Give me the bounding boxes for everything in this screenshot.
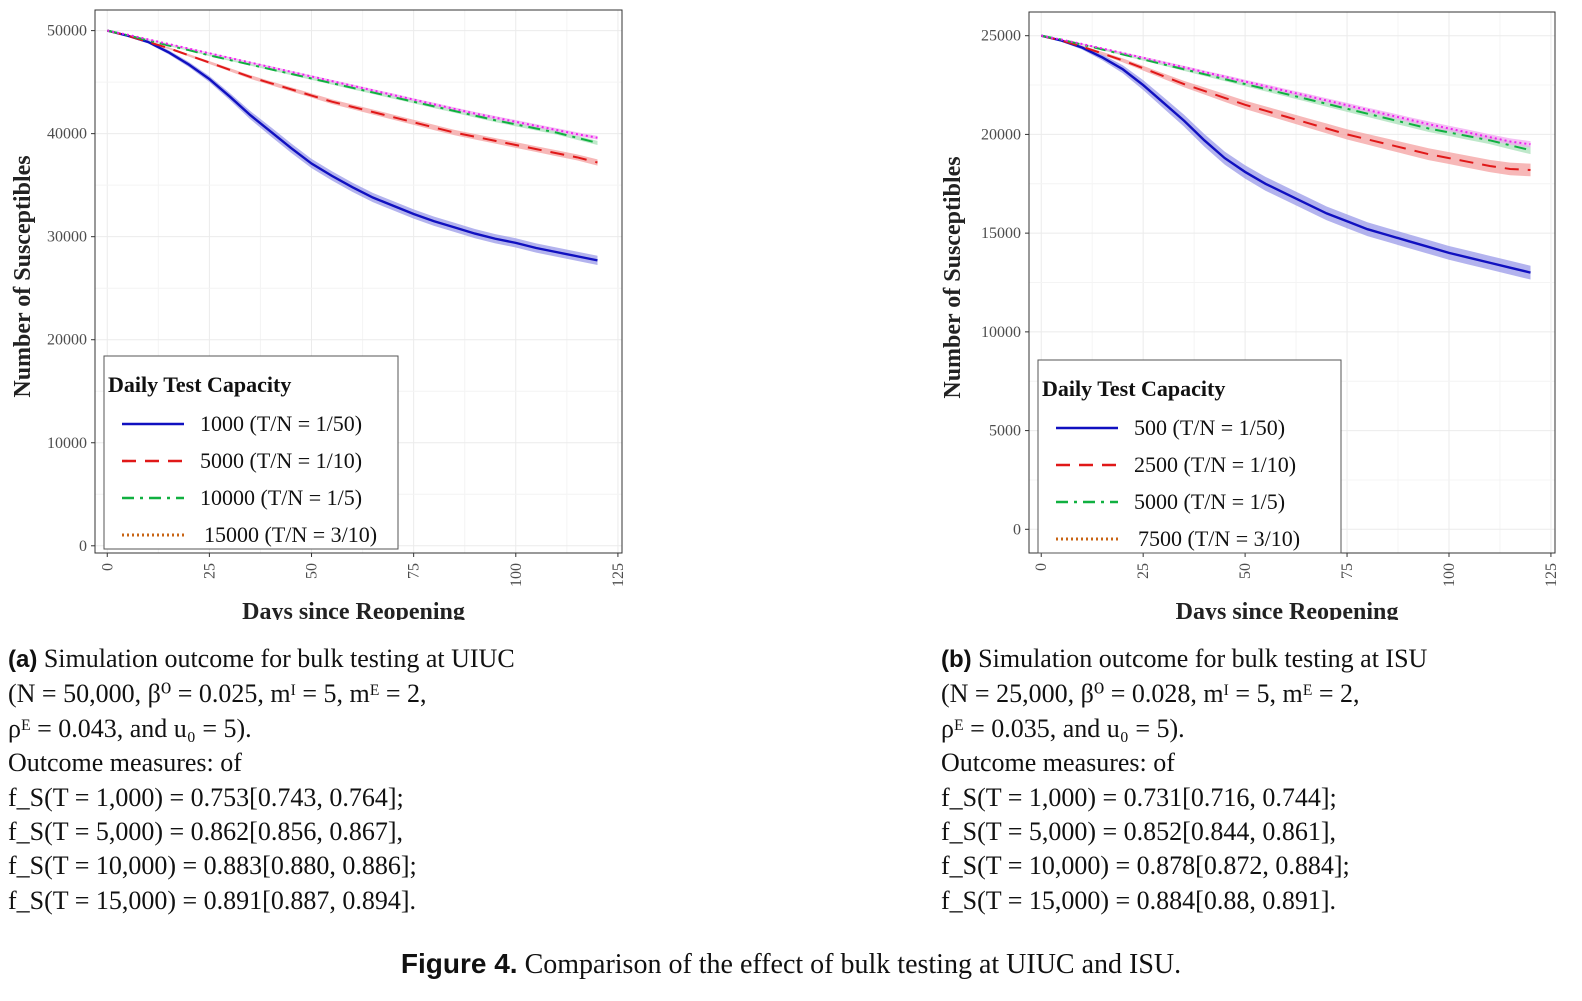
y-tick-label: 5000 (989, 423, 1021, 440)
x-tick-label: 0 (1033, 563, 1050, 571)
x-tick-label: 100 (508, 563, 525, 587)
caption-a-measure-4: f_S(T = 15,000) = 0.891[0.887, 0.894]. (8, 885, 416, 915)
caption-b-line3: ρᴱ = 0.035, and u₀ = 5). (941, 713, 1185, 743)
x-tick-label: 25 (201, 563, 218, 579)
legend-entry-3: 5000 (T/N = 1/5) (1134, 489, 1285, 514)
x-tick-label: 25 (1135, 563, 1152, 579)
figure-caption: Figure 4. Comparison of the effect of bu… (0, 948, 1582, 981)
plot-border (94, 9, 623, 554)
series-line-2 (107, 29, 598, 164)
x-axis-title: Days since Reopening (242, 599, 465, 620)
caption-b-line4: Outcome measures: of (941, 748, 1175, 778)
caption-a-line3: ρᴱ = 0.043, and u₀ = 5). (8, 713, 252, 743)
caption-b-measure-1: f_S(T = 1,000) = 0.731[0.716, 0.744]; (941, 782, 1337, 812)
series-line-1 (1040, 34, 1531, 274)
confidence-band-1 (1041, 35, 1531, 280)
legend-box (1037, 359, 1342, 554)
y-tick-label: 40000 (47, 126, 87, 143)
caption-a-measure-2: f_S(T = 5,000) = 0.862[0.856, 0.867], (8, 817, 403, 847)
caption-b-line1: Simulation outcome for bulk testing at I… (978, 644, 1428, 673)
caption-b-measure-3: f_S(T = 10,000) = 0.878[0.872, 0.884]; (941, 851, 1350, 881)
y-tick-label: 20000 (981, 126, 1021, 143)
caption-b-measure-2: f_S(T = 5,000) = 0.852[0.844, 0.861], (941, 817, 1336, 847)
legend: Daily Test Capacity 1000 (T/N = 1/50) 5000… (103, 355, 399, 550)
series-line-2 (1040, 34, 1531, 171)
y-tick-label: 15000 (981, 225, 1021, 242)
y-tick-label: 0 (79, 538, 87, 555)
x-tick-label: 50 (1237, 563, 1254, 579)
figure-caption-label: Figure 4. (400, 948, 518, 979)
subfigure-caption-a: (a) Simulation outcome for bulk testing … (8, 642, 608, 918)
y-tick-label: 10000 (47, 435, 87, 452)
caption-b-label: (b) (941, 646, 972, 673)
caption-a-measure-3: f_S(T = 10,000) = 0.883[0.880, 0.886]; (8, 851, 417, 881)
y-tick-label: 10000 (981, 324, 1021, 341)
x-tick-label: 50 (304, 563, 321, 579)
chart-a: 0 10000 20000 30000 40000 50000 0 25 50 75 100 125 D… (10, 9, 627, 625)
legend-entry-4: 15000 (T/N = 3/10) (204, 522, 377, 547)
caption-a-line1: Simulation outcome for bulk testing at U… (43, 644, 515, 673)
legend-entry-1: 500 (T/N = 1/50) (1134, 415, 1285, 440)
y-tick-label: 20000 (47, 332, 87, 349)
legend-entry-2: 5000 (T/N = 1/10) (200, 448, 362, 473)
y-tick-label: 50000 (47, 23, 87, 40)
figure-caption-text: Comparison of the effect of bulk testing… (524, 949, 1182, 980)
y-tick-label: 0 (1013, 521, 1021, 538)
legend-entry-4: 7500 (T/N = 3/10) (1138, 526, 1300, 551)
legend-box (103, 355, 399, 550)
series-line-1 (106, 29, 598, 262)
legend-entry-3: 10000 (T/N = 1/5) (200, 485, 362, 510)
y-axis-title: Number of Susceptibles (940, 156, 966, 398)
chart-panel-a: 0 10000 20000 30000 40000 50000 0 25 50 75 100 125 D… (0, 0, 700, 625)
legend: Daily Test Capacity 500 (T/N = 1/50) 2500 … (1037, 359, 1342, 554)
y-tick-label: 25000 (981, 28, 1021, 45)
series-line-3 (1041, 34, 1531, 152)
x-tick-label: 100 (1441, 563, 1458, 587)
chart-panel-b: 0 5000 10000 15000 20000 25000 0 25 50 75 100 125 Da… (930, 0, 1582, 625)
series-line-4-overlay (107, 29, 598, 139)
subfigure-caption-b: (b) Simulation outcome for bulk testing … (941, 642, 1541, 918)
caption-a-label: (a) (8, 646, 38, 673)
legend-entry-1: 1000 (T/N = 1/50) (200, 411, 362, 436)
caption-a-line4: Outcome measures: of (8, 748, 242, 778)
x-tick-label: 75 (406, 563, 423, 579)
x-axis-title: Days since Reopening (1176, 599, 1399, 620)
y-axis-title: Number of Susceptibles (10, 155, 36, 397)
legend-title: Daily Test Capacity (108, 372, 291, 397)
chart-b: 0 5000 10000 15000 20000 25000 0 25 50 75 100 125 Da… (940, 11, 1560, 625)
series-line-4-overlay (1041, 34, 1531, 146)
x-tick-label: 75 (1339, 563, 1356, 579)
x-tick-label: 125 (1543, 563, 1560, 587)
x-tick-label: 0 (99, 563, 116, 571)
series-line-3 (107, 29, 598, 144)
caption-a-measure-1: f_S(T = 1,000) = 0.753[0.743, 0.764]; (8, 782, 404, 812)
x-tick-label: 125 (610, 563, 627, 587)
caption-b-line2: (N = 25,000, β⁰ = 0.028, mᴵ = 5, mᴱ = 2, (941, 679, 1360, 709)
caption-a-line2: (N = 50,000, β⁰ = 0.025, mᴵ = 5, mᴱ = 2, (8, 679, 427, 709)
y-tick-label: 30000 (47, 229, 87, 246)
caption-b-measure-4: f_S(T = 15,000) = 0.884[0.88, 0.891]. (941, 885, 1336, 915)
legend-title: Daily Test Capacity (1042, 376, 1225, 401)
legend-entry-2: 2500 (T/N = 1/10) (1134, 452, 1296, 477)
